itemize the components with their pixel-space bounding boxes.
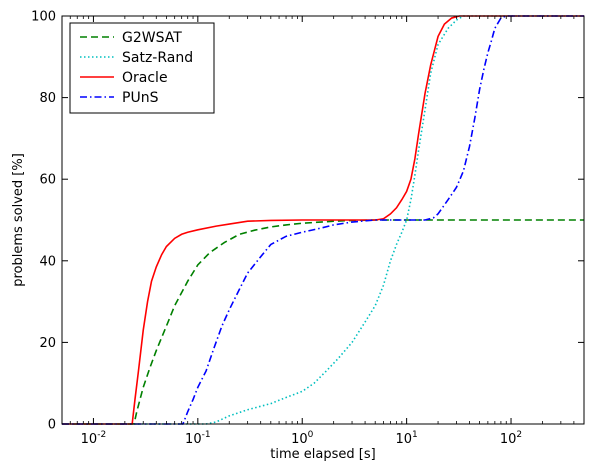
- x-tick-label: 10-1: [185, 430, 211, 447]
- x-tick-label: 102: [500, 430, 522, 447]
- legend-label-g2wsat: G2WSAT: [122, 30, 182, 46]
- legend: G2WSAT Satz-Rand Oracle PUnS: [69, 22, 215, 114]
- x-axis-label: time elapsed [s]: [270, 447, 375, 462]
- x-tick-label: 10-2: [81, 430, 107, 447]
- legend-label-puns: PUnS: [122, 90, 159, 106]
- series-line-g2wsat: [62, 219, 584, 425]
- y-tick-label: 0: [48, 418, 56, 433]
- y-tick-label: 20: [39, 336, 56, 351]
- series-line-satz-rand: [62, 15, 584, 425]
- y-tick-label: 40: [39, 254, 56, 269]
- x-tick-label: 101: [395, 430, 417, 447]
- series-line-oracle: [62, 15, 584, 425]
- y-axis-label: problems solved [%]: [11, 153, 26, 287]
- y-tick-label: 60: [39, 173, 56, 188]
- series-layer: [62, 15, 584, 425]
- series-line-puns: [62, 15, 584, 425]
- plot-frame: [61, 15, 585, 425]
- y-tick-label: 80: [39, 91, 56, 106]
- legend-label-oracle: Oracle: [122, 70, 168, 86]
- x-tick-label: 100: [291, 430, 314, 447]
- legend-label-satz-rand: Satz-Rand: [122, 50, 193, 66]
- legend-box: [69, 22, 215, 114]
- y-tick-label: 100: [31, 10, 56, 25]
